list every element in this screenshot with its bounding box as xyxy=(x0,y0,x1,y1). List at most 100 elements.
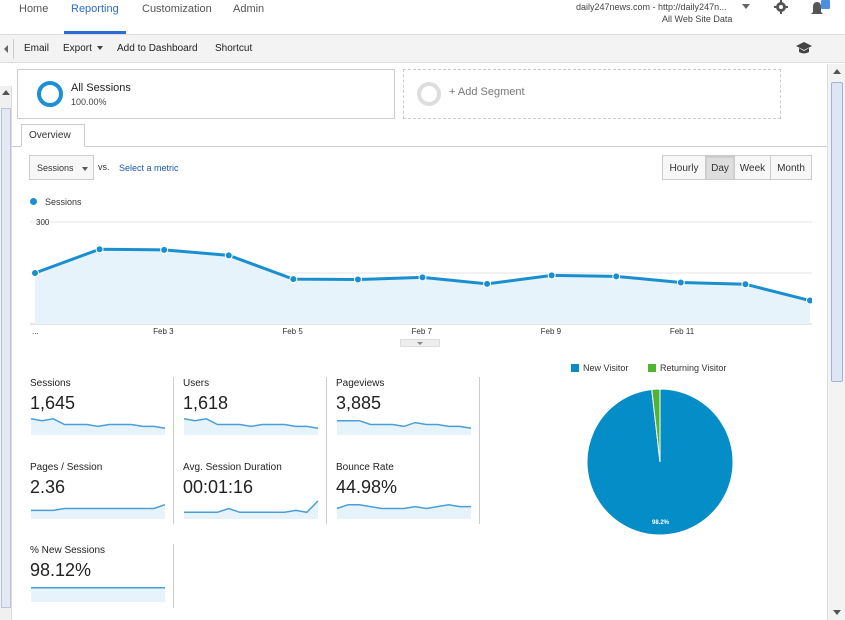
top-navigation: Home Reporting Customization Admin daily… xyxy=(0,0,845,35)
data-point xyxy=(547,271,556,280)
export-button[interactable]: Export xyxy=(63,43,103,54)
select-metric-link[interactable]: Select a metric xyxy=(119,163,179,173)
data-point xyxy=(31,269,39,277)
chart-legend-sessions: Sessions xyxy=(45,197,82,207)
scroll-up-icon[interactable] xyxy=(2,90,10,95)
chevron-down-icon xyxy=(82,167,88,171)
scroll-up-icon[interactable] xyxy=(833,69,841,74)
data-point xyxy=(612,272,621,281)
scorecard[interactable]: Pages / Session 2.36 xyxy=(30,462,175,528)
scorecard-label: Avg. Session Duration xyxy=(183,462,282,473)
right-scrollbar[interactable] xyxy=(827,64,845,620)
data-point xyxy=(224,251,233,260)
scorecard[interactable]: Avg. Session Duration 00:01:16 xyxy=(183,462,328,528)
segment-all-sessions[interactable]: All Sessions 100.00% xyxy=(17,69,395,119)
data-point xyxy=(418,273,427,282)
scorecard-value: 98.12% xyxy=(30,560,92,580)
empty-segment-ring-icon xyxy=(417,82,441,106)
metric-dropdown-label: Sessions xyxy=(37,163,74,173)
nav-home[interactable]: Home xyxy=(19,3,49,15)
pie-slice-label: 98.2% xyxy=(652,520,670,526)
add-to-dashboard-button[interactable]: Add to Dashboard xyxy=(117,43,198,54)
scorecard[interactable]: Bounce Rate 44.98% xyxy=(336,462,481,528)
add-segment-box[interactable]: + Add Segment xyxy=(403,69,781,119)
add-segment-label: + Add Segment xyxy=(449,86,525,98)
data-point xyxy=(676,278,685,287)
data-point xyxy=(95,245,104,254)
legend-swatch xyxy=(571,364,579,372)
email-button[interactable]: Email xyxy=(24,43,50,54)
account-name: daily247news.com - http://daily247n... xyxy=(576,2,727,12)
segment-ring-icon xyxy=(37,81,63,107)
pie-slice xyxy=(651,388,661,463)
legend-marker-sessions xyxy=(30,198,37,205)
scorecard-label: Bounce Rate xyxy=(336,462,394,473)
nav-customization[interactable]: Customization xyxy=(142,3,212,15)
sparkline xyxy=(31,586,165,602)
x-tick-label: ... xyxy=(32,327,39,336)
chevron-down-icon xyxy=(96,46,103,51)
scroll-down-icon[interactable] xyxy=(833,610,841,615)
x-tick-label: Feb 11 xyxy=(670,327,695,336)
sparkline-line xyxy=(336,503,471,510)
data-point xyxy=(289,275,298,284)
segment-name: All Sessions xyxy=(71,82,131,94)
chevron-down-icon[interactable] xyxy=(742,4,750,9)
account-selector[interactable]: daily247news.com - http://daily247n... A… xyxy=(576,1,732,25)
data-point xyxy=(160,245,169,254)
data-point xyxy=(806,296,812,305)
scorecard-label: Pages / Session xyxy=(30,462,103,473)
tab-overview[interactable]: Overview xyxy=(21,124,85,147)
vs-label: vs. xyxy=(98,162,110,172)
scorecard-value: 2.36 xyxy=(30,477,66,497)
shortcut-button[interactable]: Shortcut xyxy=(215,43,253,54)
account-view: All Web Site Data xyxy=(662,14,733,24)
nav-admin[interactable]: Admin xyxy=(233,3,265,15)
sparkline xyxy=(184,500,319,519)
period-month-button[interactable]: Month xyxy=(770,155,812,180)
scorecard[interactable]: Pageviews 3,885 xyxy=(336,378,481,444)
scorecard-value: 1,618 xyxy=(183,393,229,413)
visitor-type-pie-chart xyxy=(586,388,734,536)
scorecard[interactable]: Users 1,618 xyxy=(183,378,328,444)
pie-legend-returning-visitor: Returning Visitor xyxy=(648,363,726,373)
sparkline-line xyxy=(337,419,472,430)
collapse-left-icon[interactable] xyxy=(4,45,8,53)
graduation-cap-icon[interactable] xyxy=(795,41,813,55)
active-tab-indicator xyxy=(64,31,126,34)
sparkline-line xyxy=(30,418,166,430)
nav-reporting[interactable]: Reporting xyxy=(71,3,119,15)
metric-dropdown[interactable]: Sessions xyxy=(29,155,94,180)
chart-resize-handle[interactable] xyxy=(400,339,440,347)
sparkline xyxy=(337,419,472,435)
gear-icon[interactable] xyxy=(772,0,790,16)
x-tick-label: Feb 3 xyxy=(153,327,174,336)
sparkline xyxy=(336,503,471,519)
period-day-button[interactable]: Day xyxy=(705,155,735,180)
data-point xyxy=(353,275,362,284)
scorecard-label: Pageviews xyxy=(336,378,385,389)
legend-swatch xyxy=(648,364,656,372)
period-week-button[interactable]: Week xyxy=(734,155,771,180)
period-hourly-button[interactable]: Hourly xyxy=(662,155,706,180)
export-label: Export xyxy=(63,43,92,54)
sparkline-area xyxy=(31,587,165,602)
scrollbar-thumb[interactable] xyxy=(831,82,843,382)
sparkline-area xyxy=(31,504,165,519)
sparkline-area xyxy=(184,500,318,519)
data-point xyxy=(483,279,492,288)
scrollbar-thumb[interactable] xyxy=(1,108,11,608)
left-scrollbar[interactable] xyxy=(0,86,12,620)
sparkline xyxy=(183,418,319,435)
scorecard-label: % New Sessions xyxy=(30,545,106,556)
scorecard[interactable]: % New Sessions 98.12% xyxy=(30,545,175,611)
report-toolbar: Email Export Add to Dashboard Shortcut xyxy=(0,35,845,63)
x-tick-label: Feb 9 xyxy=(541,327,562,336)
scorecard-value: 3,885 xyxy=(336,393,382,413)
scorecard-value: 00:01:16 xyxy=(183,477,254,497)
sparkline-area xyxy=(337,420,471,435)
scorecard[interactable]: Sessions 1,645 xyxy=(30,378,175,444)
sparkline xyxy=(31,503,166,519)
notification-bell-icon[interactable] xyxy=(808,0,830,18)
